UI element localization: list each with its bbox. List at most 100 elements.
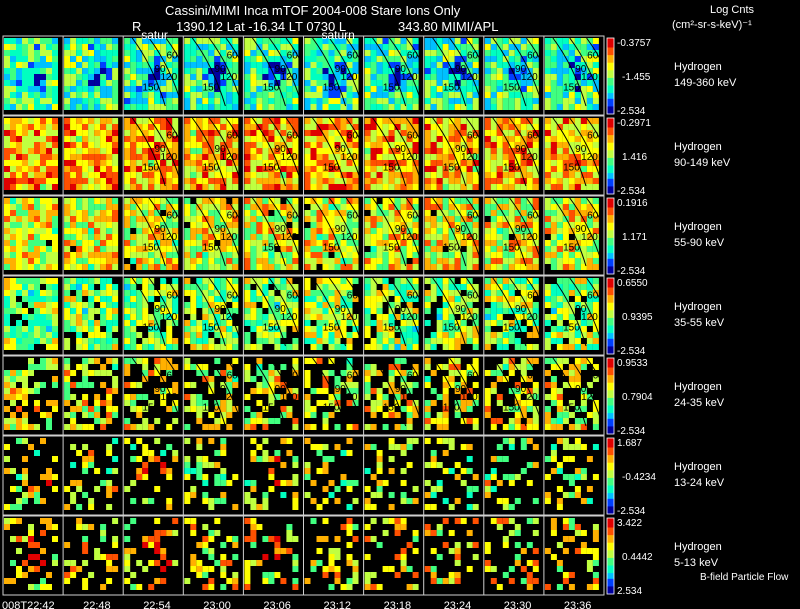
heatmap-cell [382, 98, 389, 104]
heatmap-cell [184, 98, 191, 104]
heatmap-cell [40, 264, 46, 270]
heatmap-cell [46, 98, 52, 104]
heatmap-cell [94, 290, 101, 296]
heatmap-cell [310, 80, 317, 86]
heatmap-cell [100, 160, 107, 166]
heatmap-cell [592, 338, 599, 344]
heatmap-cell [496, 56, 503, 62]
heatmap-cell [214, 68, 221, 74]
field-contour-line [148, 197, 183, 267]
colorbar-segment [607, 127, 614, 130]
heatmap-cell [4, 178, 10, 184]
heatmap-cell [154, 258, 161, 264]
heatmap-cell [466, 198, 473, 204]
heatmap-cell [100, 320, 107, 326]
heatmap-cell [46, 264, 52, 270]
heatmap-cell [220, 130, 227, 136]
heatmap-cell [34, 364, 40, 370]
heatmap-cell [520, 154, 527, 160]
heatmap-cell [484, 264, 491, 270]
heatmap-cell [322, 258, 329, 264]
heatmap-cell [106, 314, 113, 320]
heatmap-cell [544, 314, 551, 320]
heatmap-cell [202, 222, 209, 228]
heatmap-cell [448, 80, 455, 86]
heatmap-cell [202, 62, 209, 68]
heatmap-cell [406, 56, 413, 62]
heatmap-cell [136, 178, 143, 184]
field-contour-line [148, 117, 183, 187]
heatmap-cell [220, 240, 227, 246]
heatmap-cell [574, 172, 581, 178]
heatmap-cell [496, 320, 503, 326]
heatmap-cell [502, 302, 509, 308]
heatmap-cell [226, 400, 233, 406]
heatmap-cell [154, 56, 161, 62]
heatmap-cell [40, 98, 46, 104]
heatmap-cell [184, 184, 191, 190]
heatmap-cell [100, 290, 107, 296]
heatmap-cell [448, 338, 455, 344]
heatmap-cell [484, 252, 491, 258]
heatmap-cell [28, 92, 34, 98]
colorbar-segment [607, 213, 614, 216]
heatmap-cell [286, 104, 293, 110]
heatmap-cell [76, 252, 83, 258]
heatmap-cell [562, 98, 569, 104]
heatmap-cell [94, 136, 101, 142]
colorbar-segment [607, 338, 614, 342]
heatmap-cell [154, 178, 161, 184]
heatmap-cell [130, 400, 137, 406]
colorbar-segment [607, 140, 614, 144]
heatmap-cell [34, 148, 40, 154]
heatmap-cell [508, 246, 515, 252]
heatmap-cell [148, 258, 155, 264]
heatmap-cell [100, 62, 107, 68]
heatmap-cell [244, 278, 251, 284]
heatmap-cell [40, 142, 46, 148]
heatmap-cell [556, 92, 563, 98]
heatmap-cell [484, 154, 491, 160]
heatmap-cell [502, 240, 509, 246]
heatmap-cell [88, 56, 95, 62]
heatmap-cell [340, 104, 347, 110]
heatmap-cell [46, 68, 52, 74]
heatmap-cell [520, 184, 527, 190]
heatmap-cell [322, 118, 329, 124]
heatmap-cell [376, 332, 383, 338]
heatmap-cell [208, 388, 215, 394]
heatmap-cell [340, 38, 347, 44]
heatmap-cell [556, 332, 563, 338]
heatmap-cell [88, 184, 95, 190]
heatmap-cell [292, 44, 299, 50]
heatmap-cell [52, 284, 58, 290]
heatmap-cell [70, 320, 77, 326]
field-contour-line [252, 37, 286, 107]
heatmap-cell [448, 222, 455, 228]
heatmap-cell [46, 136, 52, 142]
heatmap-cell [70, 80, 77, 86]
heatmap-cell [184, 44, 191, 50]
heatmap-cell [112, 240, 119, 246]
heatmap-cell [352, 252, 359, 258]
heatmap-cell [376, 62, 383, 68]
heatmap-cell [28, 80, 34, 86]
heatmap-cell [202, 92, 209, 98]
heatmap-cell [448, 104, 455, 110]
heatmap-cell [292, 104, 299, 110]
heatmap-cell [136, 234, 143, 240]
heatmap-cell [586, 290, 593, 296]
heatmap-cell [46, 56, 52, 62]
heatmap-cell [400, 344, 407, 350]
heatmap-cell [340, 370, 347, 376]
heatmap-cell [472, 74, 479, 80]
heatmap-cell [436, 50, 443, 56]
heatmap-cell [568, 62, 575, 68]
heatmap-cell [454, 302, 461, 308]
heatmap-cell [196, 400, 203, 406]
field-contour-line [372, 277, 407, 347]
heatmap-cell [196, 142, 203, 148]
heatmap-cell [136, 302, 143, 308]
heatmap-cell [16, 424, 22, 430]
field-contour-line [449, 277, 484, 347]
